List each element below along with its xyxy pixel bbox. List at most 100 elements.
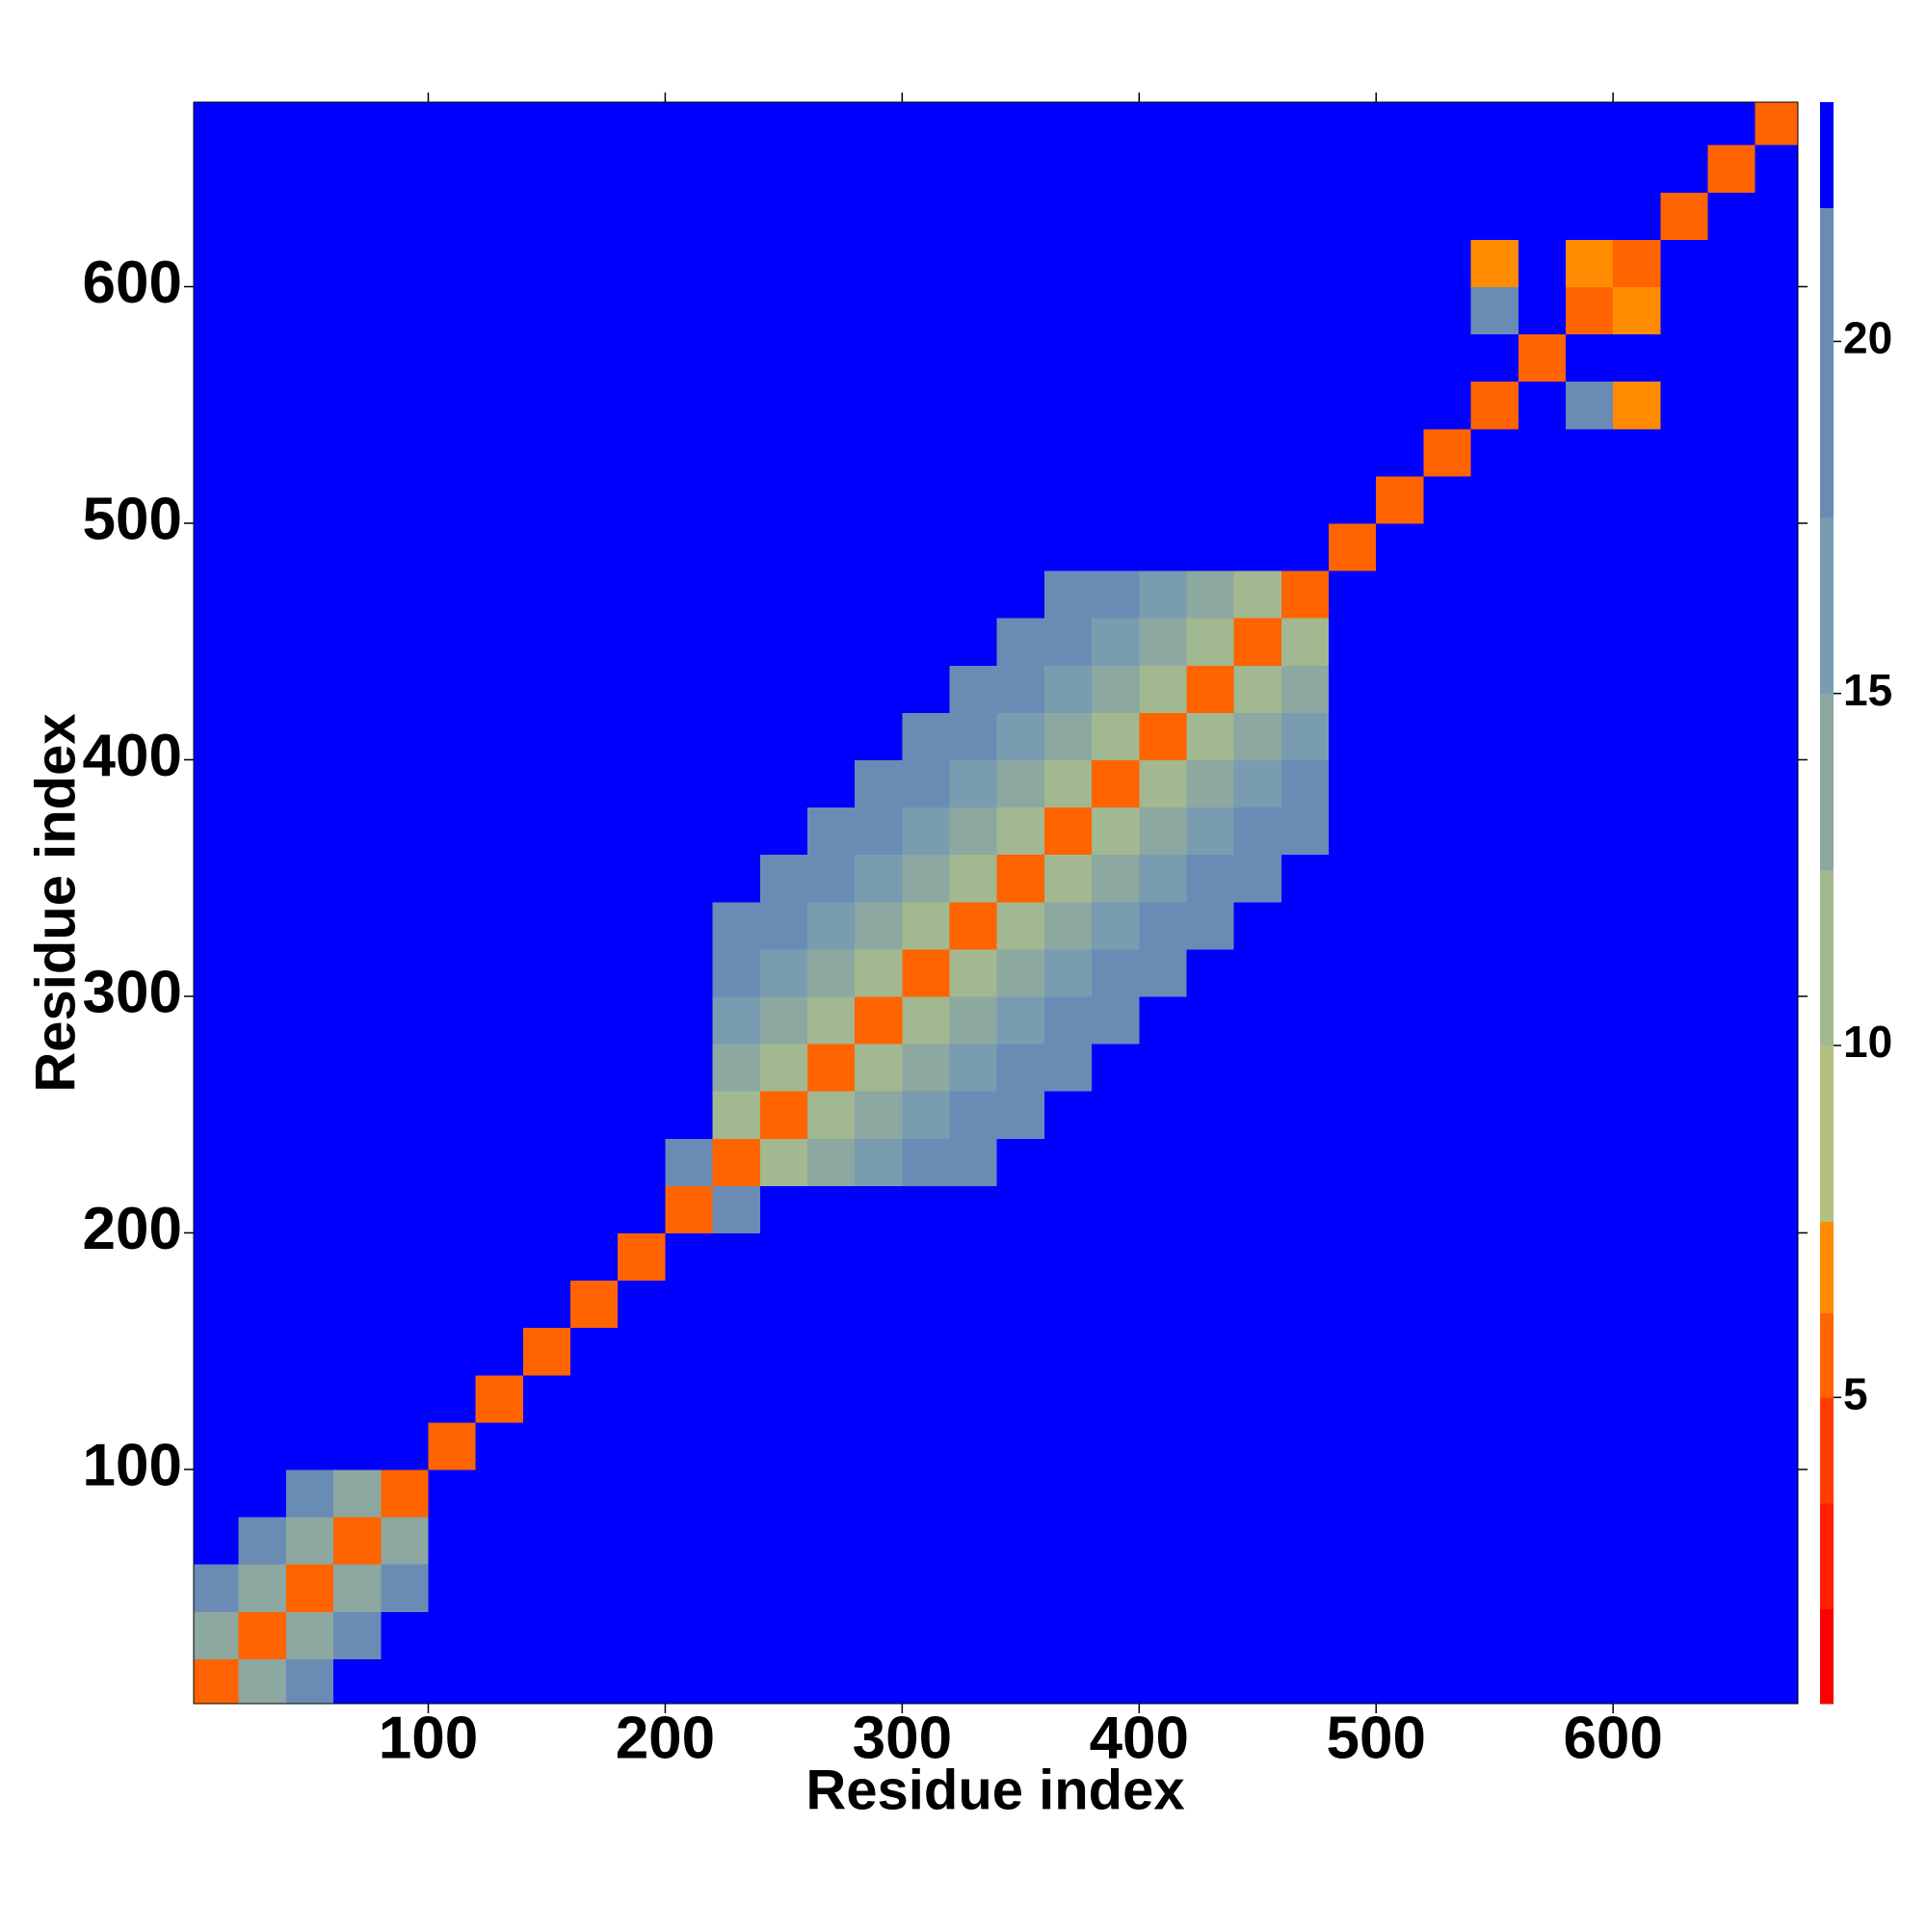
heatmap-cell	[194, 1327, 240, 1376]
heatmap-cell	[1613, 145, 1661, 193]
heatmap-cell	[1660, 192, 1709, 240]
heatmap-cell	[428, 428, 477, 477]
heatmap-cell	[1186, 1517, 1235, 1565]
heatmap-cell	[1043, 192, 1093, 240]
heatmap-cell	[333, 102, 382, 146]
heatmap-cell	[1280, 1469, 1330, 1518]
heatmap-cell	[855, 901, 903, 950]
heatmap-cell	[285, 239, 334, 287]
heatmap-cell	[381, 192, 429, 240]
heatmap-cell	[194, 145, 240, 193]
heatmap-cell	[806, 333, 856, 383]
heatmap-cell	[1043, 1280, 1093, 1329]
heatmap-cell	[1613, 1469, 1661, 1518]
heatmap-cell	[1755, 901, 1798, 950]
heatmap-cell	[428, 102, 477, 146]
heatmap-cell	[1233, 475, 1282, 524]
heatmap-cell	[618, 995, 666, 1045]
heatmap-cell	[381, 333, 429, 383]
heatmap-cell	[1660, 618, 1709, 666]
heatmap-cell	[712, 759, 761, 808]
heatmap-cell	[238, 145, 287, 193]
heatmap-cell	[1707, 665, 1756, 713]
colorbar-segment	[1820, 207, 1834, 518]
heatmap-cell	[1423, 712, 1472, 760]
heatmap-cell	[1376, 286, 1424, 335]
heatmap-cell	[618, 948, 666, 997]
heatmap-cell	[902, 286, 951, 335]
heatmap-cell	[1233, 807, 1282, 856]
heatmap-cell	[1755, 1374, 1798, 1423]
heatmap-cell	[1707, 1469, 1756, 1518]
heatmap-cell	[1043, 1421, 1093, 1470]
heatmap-cell	[949, 1327, 998, 1376]
heatmap-cell	[381, 854, 429, 903]
heatmap-cell	[759, 570, 808, 619]
heatmap-cell	[428, 475, 477, 524]
heatmap-cell	[1660, 1658, 1709, 1704]
heatmap-cell	[618, 286, 666, 335]
colorbar-segment	[1820, 517, 1834, 695]
heatmap-cell	[712, 1469, 761, 1518]
heatmap-cell	[1233, 102, 1282, 146]
heatmap-cell	[1043, 570, 1093, 619]
heatmap-cell	[665, 1280, 714, 1329]
heatmap-cell	[381, 1374, 429, 1423]
heatmap-cell	[996, 901, 1045, 950]
heatmap-cell	[285, 475, 334, 524]
heatmap-cell	[475, 570, 524, 619]
heatmap-cell	[759, 1421, 808, 1470]
heatmap-cell	[1565, 1658, 1614, 1704]
x-tick-label: 500	[1327, 1705, 1426, 1771]
heatmap-cell	[285, 995, 334, 1045]
heatmap-cell	[902, 145, 951, 193]
heatmap-cell	[428, 1421, 477, 1470]
heatmap-cell	[522, 901, 571, 950]
heatmap-cell	[1139, 192, 1187, 240]
heatmap-cell	[1280, 1517, 1330, 1565]
heatmap-cell	[1660, 759, 1709, 808]
heatmap-cell	[618, 333, 666, 383]
heatmap-cell	[1470, 381, 1519, 430]
heatmap-cell	[381, 901, 429, 950]
heatmap-cell	[1139, 618, 1187, 666]
heatmap-cell	[1470, 286, 1519, 335]
heatmap-cell	[1470, 995, 1519, 1045]
heatmap-cell	[1139, 1138, 1187, 1186]
heatmap-cell	[238, 102, 287, 146]
heatmap-cell	[522, 570, 571, 619]
heatmap-cell	[1376, 381, 1424, 430]
heatmap-cell	[1376, 665, 1424, 713]
heatmap-cell	[1329, 475, 1377, 524]
heatmap-cell	[1280, 1138, 1330, 1186]
heatmap-cell	[806, 759, 856, 808]
heatmap-cell	[806, 381, 856, 430]
heatmap-cell	[855, 807, 903, 856]
heatmap-cell	[618, 712, 666, 760]
heatmap-cell	[759, 1327, 808, 1376]
heatmap-cell	[618, 1327, 666, 1376]
heatmap-cell	[1233, 522, 1282, 571]
heatmap-cell	[759, 522, 808, 571]
heatmap-cell	[1376, 759, 1424, 808]
heatmap-cell	[806, 1374, 856, 1423]
heatmap-cell	[1423, 618, 1472, 666]
heatmap-cell	[1376, 854, 1424, 903]
heatmap-cell	[333, 1658, 382, 1704]
heatmap-cell	[1186, 1469, 1235, 1518]
heatmap-cell	[1613, 1374, 1661, 1423]
heatmap-cell	[1233, 1374, 1282, 1423]
heatmap-cell	[1043, 1044, 1093, 1092]
heatmap-cell	[806, 1138, 856, 1186]
heatmap-cell	[570, 1469, 619, 1518]
heatmap-cell	[1660, 1611, 1709, 1659]
heatmap-cell	[949, 1564, 998, 1612]
heatmap-cell	[949, 712, 998, 760]
heatmap-cell	[1423, 1091, 1472, 1139]
heatmap-cell	[1565, 1138, 1614, 1186]
heatmap-cell	[712, 1611, 761, 1659]
heatmap-cell	[855, 1091, 903, 1139]
heatmap-cell	[522, 239, 571, 287]
heatmap-cell	[1139, 1091, 1187, 1139]
heatmap-cell	[902, 1611, 951, 1659]
